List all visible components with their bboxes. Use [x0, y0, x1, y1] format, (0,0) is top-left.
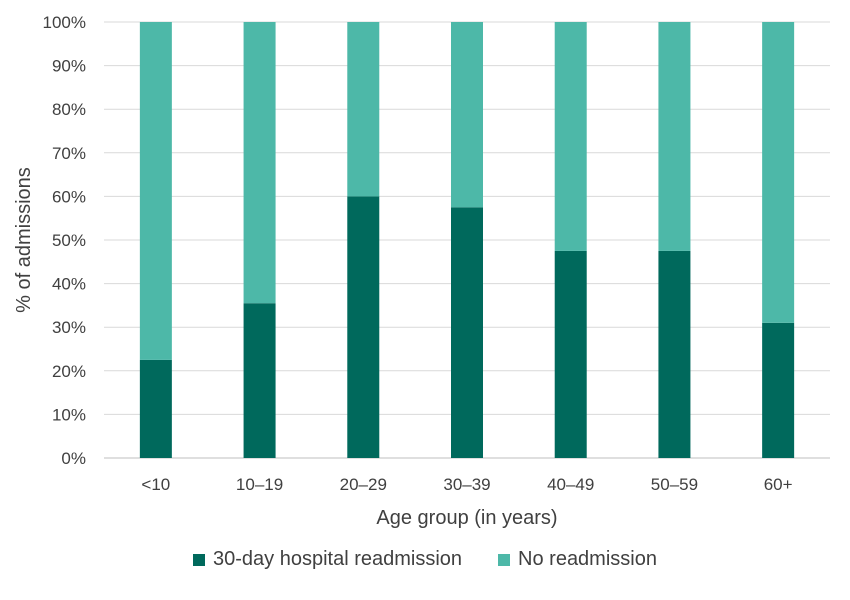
y-tick-label: 80%	[52, 100, 86, 119]
y-tick-label: 70%	[52, 144, 86, 163]
x-tick-label: 30–39	[443, 475, 490, 494]
x-axis-label: Age group (in years)	[376, 507, 557, 529]
y-axis-label: % of admissions	[13, 167, 35, 313]
x-tick-label: <10	[141, 475, 170, 494]
bar-no-readmission	[243, 22, 276, 304]
bar-no-readmission	[347, 22, 380, 197]
stacked-bar-chart: 0% 10% 20% 30% 40% 50% 60% 70% 80% 90% 100% <10 10–…	[13, 13, 830, 529]
y-tick-label: 100%	[43, 13, 86, 32]
bar-readmission	[762, 322, 795, 458]
y-tick-labels: 0% 10% 20% 30% 40% 50% 60% 70% 80% 90% 100%	[43, 13, 86, 468]
x-tick-label: 50–59	[651, 475, 698, 494]
x-tick-label: 40–49	[547, 475, 594, 494]
bar-readmission	[451, 207, 483, 458]
x-tick-label: 10–19	[236, 475, 283, 494]
bar-readmission	[658, 250, 691, 458]
bar-readmission	[347, 196, 380, 458]
y-tick-label: 60%	[52, 187, 86, 206]
y-tick-label: 0%	[61, 449, 86, 468]
legend-swatch-readmission	[193, 553, 205, 566]
bar-no-readmission	[139, 22, 172, 360]
x-tick-labels: <10 10–19 20–29 30–39 40–49 50–59 60+	[141, 475, 792, 494]
bar-no-readmission	[658, 22, 691, 251]
y-tick-label: 30%	[52, 318, 86, 337]
bar-no-readmission	[554, 22, 587, 251]
legend-item-no-readmission: No readmission	[498, 548, 657, 571]
legend-item-readmission: 30-day hospital readmission	[193, 548, 462, 571]
y-tick-label: 50%	[52, 231, 86, 250]
bar-readmission	[243, 303, 276, 458]
bars	[139, 22, 795, 458]
bar-readmission	[139, 359, 172, 458]
bar-readmission	[554, 250, 587, 458]
y-tick-label: 20%	[52, 362, 86, 381]
bar-no-readmission	[451, 22, 483, 208]
bar-no-readmission	[762, 22, 795, 323]
y-tick-label: 90%	[52, 57, 86, 76]
legend-swatch-no-readmission	[498, 553, 511, 566]
legend-label-no-readmission: No readmission	[518, 548, 657, 570]
x-tick-label: 20–29	[340, 475, 387, 494]
y-tick-label: 10%	[52, 405, 86, 424]
y-tick-label: 40%	[52, 275, 86, 294]
x-tick-label: 60+	[764, 475, 793, 494]
legend: 30-day hospital readmission No readmissi…	[0, 548, 850, 571]
legend-label-readmission: 30-day hospital readmission	[213, 548, 463, 570]
